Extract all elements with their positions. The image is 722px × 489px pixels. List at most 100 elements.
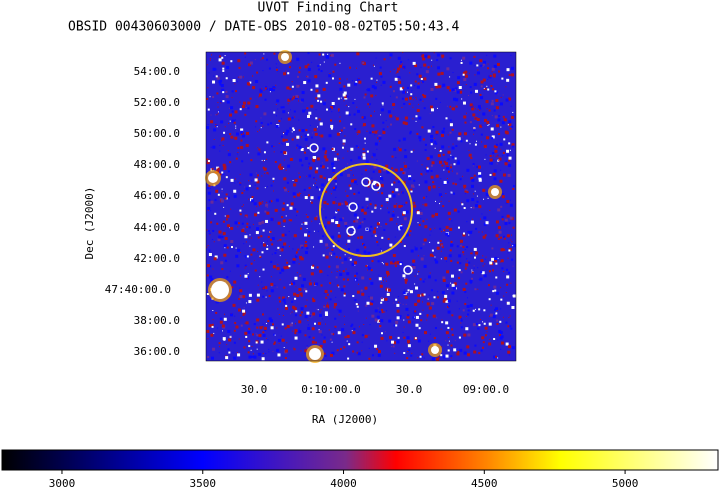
noise-pixel: [414, 64, 418, 68]
noise-pixel: [337, 309, 339, 311]
noise-pixel: [458, 269, 461, 272]
noise-pixel: [381, 236, 384, 239]
noise-pixel: [402, 332, 404, 334]
noise-pixel: [429, 113, 431, 115]
noise-pixel: [389, 261, 393, 265]
noise-pixel: [450, 163, 453, 166]
noise-pixel: [467, 230, 470, 233]
colorbar-tick-label: 3500: [190, 477, 217, 489]
noise-pixel: [488, 322, 492, 326]
noise-pixel: [510, 66, 514, 70]
noise-pixel: [403, 162, 405, 164]
noise-pixel: [234, 136, 238, 140]
noise-pixel: [319, 64, 321, 66]
noise-pixel: [415, 96, 417, 98]
noise-pixel: [277, 338, 281, 342]
noise-pixel: [245, 215, 248, 218]
noise-pixel: [508, 242, 510, 244]
noise-pixel: [333, 157, 337, 161]
noise-pixel: [348, 257, 351, 260]
noise-pixel: [347, 239, 351, 243]
noise-pixel: [434, 82, 438, 86]
noise-pixel: [462, 233, 466, 237]
noise-pixel: [236, 153, 238, 155]
noise-pixel: [494, 115, 498, 119]
noise-pixel: [217, 193, 220, 196]
noise-pixel: [284, 327, 287, 330]
y-tick-label: 42:00.0: [134, 252, 180, 265]
noise-pixel: [382, 186, 384, 188]
noise-pixel: [486, 120, 490, 124]
noise-pixel: [326, 293, 329, 296]
noise-pixel: [386, 202, 388, 204]
noise-pixel: [449, 131, 452, 134]
noise-pixel: [219, 83, 222, 86]
noise-pixel: [283, 151, 287, 155]
noise-pixel: [212, 67, 216, 71]
noise-pixel: [401, 204, 403, 206]
noise-pixel: [449, 249, 452, 252]
noise-pixel: [339, 87, 343, 91]
noise-pixel: [460, 59, 462, 61]
noise-pixel: [507, 124, 509, 126]
noise-pixel: [322, 254, 325, 257]
noise-pixel: [213, 241, 215, 243]
noise-pixel: [272, 350, 274, 352]
noise-pixel: [291, 85, 294, 88]
noise-pixel: [262, 331, 265, 334]
noise-pixel: [421, 293, 425, 297]
noise-pixel: [481, 271, 485, 275]
noise-pixel: [480, 271, 483, 274]
noise-pixel: [420, 77, 423, 80]
noise-pixel: [389, 57, 391, 59]
noise-pixel: [392, 254, 396, 258]
noise-pixel: [423, 238, 427, 242]
noise-pixel: [254, 59, 256, 61]
noise-pixel: [358, 225, 362, 229]
noise-pixel: [411, 91, 413, 93]
noise-pixel: [370, 94, 374, 98]
noise-pixel: [261, 357, 265, 361]
noise-pixel: [294, 116, 296, 118]
noise-pixel: [469, 121, 472, 124]
noise-pixel: [268, 67, 271, 70]
noise-pixel: [256, 206, 258, 208]
noise-pixel: [499, 142, 503, 146]
noise-pixel: [295, 94, 299, 98]
noise-pixel: [303, 151, 306, 154]
noise-pixel: [406, 357, 409, 360]
noise-pixel: [398, 262, 401, 265]
noise-pixel: [504, 218, 508, 222]
noise-pixel: [466, 221, 468, 223]
noise-pixel: [433, 337, 436, 340]
noise-pixel: [486, 108, 488, 110]
noise-pixel: [306, 114, 310, 118]
noise-pixel: [404, 281, 407, 284]
noise-pixel: [224, 197, 227, 200]
noise-pixel: [329, 298, 332, 301]
noise-pixel: [299, 274, 302, 277]
noise-pixel: [248, 300, 252, 304]
noise-pixel: [221, 188, 223, 190]
noise-pixel: [470, 207, 472, 209]
noise-pixel: [239, 173, 241, 175]
noise-pixel: [262, 287, 265, 290]
noise-pixel: [495, 98, 499, 102]
noise-pixel: [446, 67, 450, 71]
noise-pixel: [462, 73, 465, 76]
noise-pixel: [409, 290, 413, 294]
noise-pixel: [239, 183, 242, 186]
noise-pixel: [406, 86, 409, 89]
noise-pixel: [453, 348, 457, 352]
x-tick-label: 30.0: [396, 383, 423, 396]
noise-pixel: [446, 181, 449, 184]
noise-pixel: [474, 143, 477, 146]
noise-pixel: [310, 196, 314, 200]
y-tick-label: 50:00.0: [134, 127, 180, 140]
noise-pixel: [318, 329, 320, 331]
noise-pixel: [491, 257, 495, 261]
noise-pixel: [268, 295, 271, 298]
noise-pixel: [299, 85, 301, 87]
noise-pixel: [338, 202, 342, 206]
noise-pixel: [234, 83, 236, 85]
